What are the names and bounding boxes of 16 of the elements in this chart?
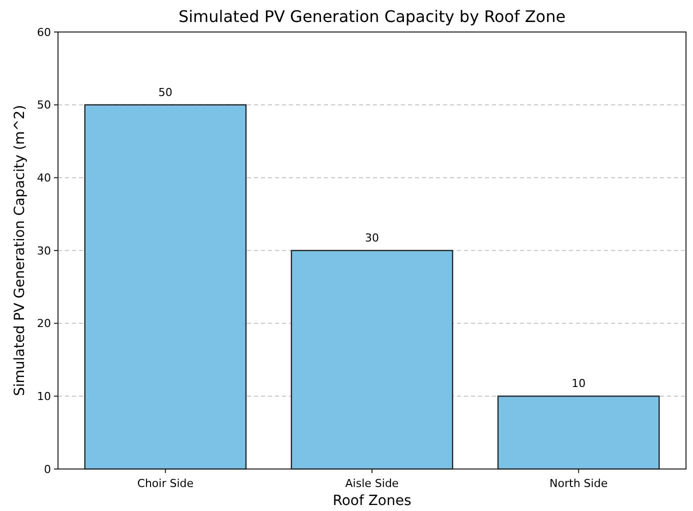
y-tick-label: 50 — [37, 98, 51, 112]
y-tick-label: 10 — [37, 390, 51, 404]
x-tick-label: Aisle Side — [345, 477, 399, 490]
y-tick-label: 30 — [37, 244, 51, 258]
y-tick-label: 60 — [37, 26, 51, 39]
x-tick-label: North Side — [550, 477, 608, 490]
y-axis-title: Simulated PV Generation Capacity (m^2) — [12, 104, 28, 396]
chart-title: Simulated PV Generation Capacity by Roof Zone — [178, 7, 566, 26]
x-tick-label: Choir Side — [137, 477, 194, 490]
x-axis-title: Roof Zones — [332, 493, 412, 509]
data-label: 10 — [572, 377, 586, 390]
y-tick-label: 40 — [37, 172, 51, 185]
data-label: 50 — [158, 86, 172, 99]
y-tick-label: 20 — [37, 317, 51, 330]
y-tick-label: 0 — [44, 462, 51, 476]
data-label: 30 — [365, 232, 379, 244]
